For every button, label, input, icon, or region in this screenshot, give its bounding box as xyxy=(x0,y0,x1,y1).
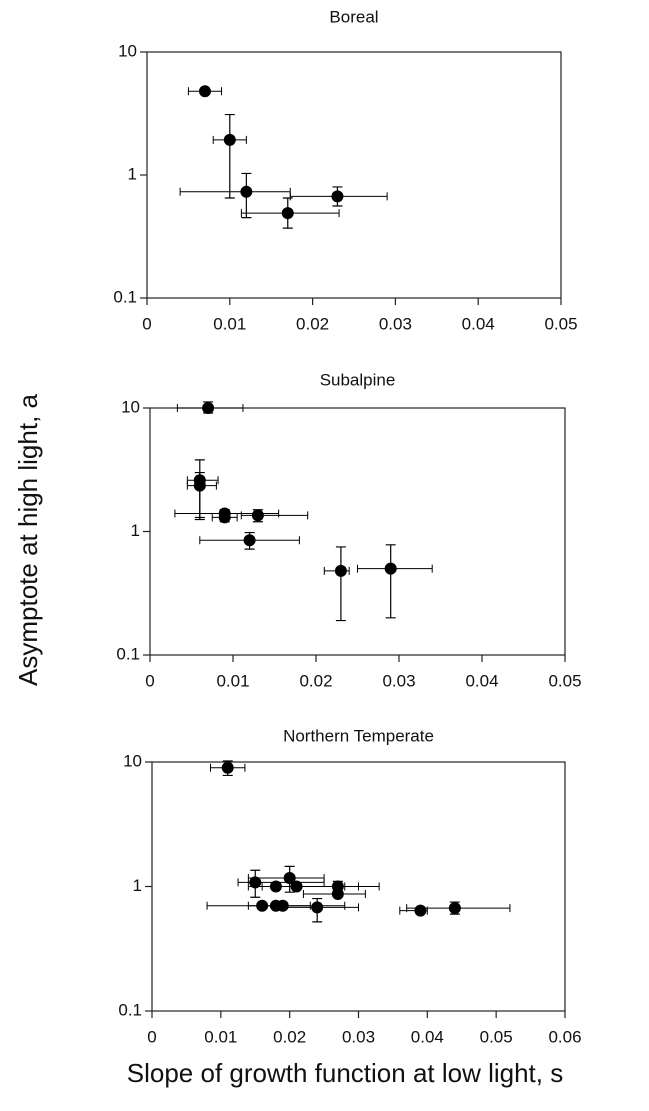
data-point xyxy=(334,564,347,577)
data-point xyxy=(276,899,289,912)
data-point xyxy=(198,85,211,98)
data-point xyxy=(240,185,253,198)
x-tick-label: 0.01 xyxy=(213,314,246,333)
data-point xyxy=(311,901,324,914)
x-error-bar xyxy=(179,187,291,196)
y-error-bar xyxy=(335,546,346,622)
panel-title: Northern Temperate xyxy=(283,726,434,745)
x-tick-label: 0.03 xyxy=(382,671,415,690)
data-point xyxy=(218,511,231,524)
x-tick-label: 0.04 xyxy=(411,1027,444,1046)
x-tick-label: 0.02 xyxy=(273,1027,306,1046)
data-point xyxy=(414,904,427,917)
data-point xyxy=(249,876,262,889)
y-tick-label: 0.1 xyxy=(118,1000,142,1019)
data-point xyxy=(283,872,296,885)
x-tick-label: 0.03 xyxy=(342,1027,375,1046)
x-tick-label: 0 xyxy=(147,1027,156,1046)
data-point xyxy=(193,479,206,492)
panel-title: Boreal xyxy=(329,7,378,26)
y-tick-label: 0.1 xyxy=(113,287,137,306)
data-point xyxy=(221,761,234,774)
data-point xyxy=(331,888,344,901)
y-axis-label: Asymptote at high light, a xyxy=(13,393,43,685)
x-tick-label: 0.03 xyxy=(379,314,412,333)
x-tick-label: 0.06 xyxy=(548,1027,581,1046)
y-tick-label: 10 xyxy=(123,751,142,770)
data-point xyxy=(384,562,397,575)
y-error-bar xyxy=(385,544,396,619)
y-tick-label: 10 xyxy=(121,397,140,416)
x-tick-label: 0.05 xyxy=(544,314,577,333)
plot-frame xyxy=(149,407,566,656)
x-error-bar xyxy=(240,511,309,520)
x-error-bar xyxy=(247,901,346,910)
x-tick-label: 0.05 xyxy=(548,671,581,690)
x-tick-label: 0 xyxy=(145,671,154,690)
data-point xyxy=(251,509,264,522)
x-tick-label: 0.02 xyxy=(296,314,329,333)
x-tick-label: 0.04 xyxy=(462,314,495,333)
data-point xyxy=(448,902,461,915)
y-tick-label: 1 xyxy=(128,164,137,183)
data-point xyxy=(223,133,236,146)
x-tick-label: 0.01 xyxy=(216,671,249,690)
y-tick-label: 0.1 xyxy=(116,644,140,663)
data-point xyxy=(281,207,294,220)
x-tick-label: 0 xyxy=(142,314,151,333)
data-point xyxy=(331,190,344,203)
x-axis-label: Slope of growth function at low light, s xyxy=(127,1058,563,1088)
x-tick-label: 0.04 xyxy=(465,671,498,690)
y-tick-label: 1 xyxy=(133,876,142,895)
y-tick-label: 1 xyxy=(131,521,140,540)
data-point xyxy=(202,402,215,414)
x-tick-label: 0.05 xyxy=(480,1027,513,1046)
data-point xyxy=(243,534,256,547)
x-tick-label: 0.02 xyxy=(299,671,332,690)
x-tick-label: 0.01 xyxy=(204,1027,237,1046)
panel-title: Subalpine xyxy=(320,370,396,389)
y-error-bar xyxy=(224,113,235,199)
y-tick-label: 10 xyxy=(118,41,137,60)
